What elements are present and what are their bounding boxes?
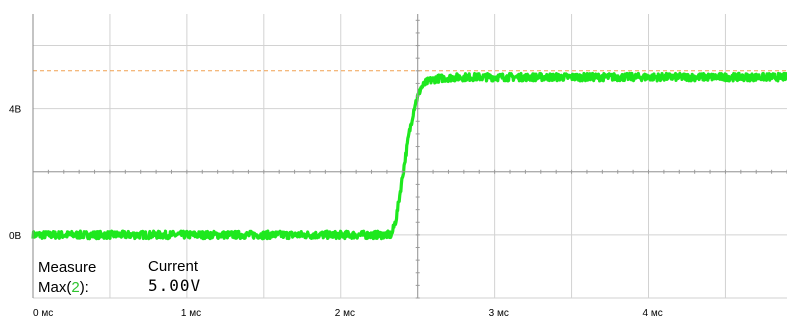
- y-tick-label: 0В: [9, 231, 22, 242]
- trace-point: [493, 75, 496, 79]
- trace-point: [407, 135, 410, 139]
- trace-point: [401, 176, 404, 180]
- trace-point: [447, 76, 450, 79]
- trace-band: [31, 71, 787, 241]
- x-tick-label: 3 мс: [489, 308, 509, 319]
- trace-point: [394, 217, 398, 221]
- trace-point: [434, 77, 438, 80]
- x-tick-label: 4 мс: [643, 308, 663, 319]
- measure-header-label: Measure: [38, 259, 97, 276]
- measure-header-current: Current: [148, 258, 199, 275]
- x-tick-label: 1 мс: [181, 308, 201, 319]
- axis-layer: [32, 14, 787, 299]
- trace-point: [462, 75, 466, 79]
- x-tick-label: 2 мс: [335, 308, 355, 319]
- trace-layer: [31, 71, 787, 241]
- trace-point: [570, 75, 573, 79]
- grid: [33, 14, 787, 299]
- measure-max-value: 5.00V: [148, 276, 202, 295]
- measure-channel: 2: [71, 279, 80, 296]
- measure-row-prefix: Max(: [38, 279, 72, 296]
- trace-point: [724, 75, 727, 79]
- trace-point: [419, 86, 422, 90]
- trace-point: [425, 80, 429, 84]
- trace-point: [413, 104, 416, 107]
- trace-point: [647, 75, 650, 79]
- x-tick-label: 0 мс: [33, 308, 53, 319]
- measure-row-label: Max(2):: [38, 279, 89, 296]
- y-tick-label: 4В: [9, 105, 22, 116]
- measure-row-suffix: ):: [79, 279, 89, 296]
- trace-point: [390, 233, 393, 237]
- tick-labels: 0 мс 1 мс 2 мс 3 мс 4 мс 0В 4В: [9, 105, 663, 319]
